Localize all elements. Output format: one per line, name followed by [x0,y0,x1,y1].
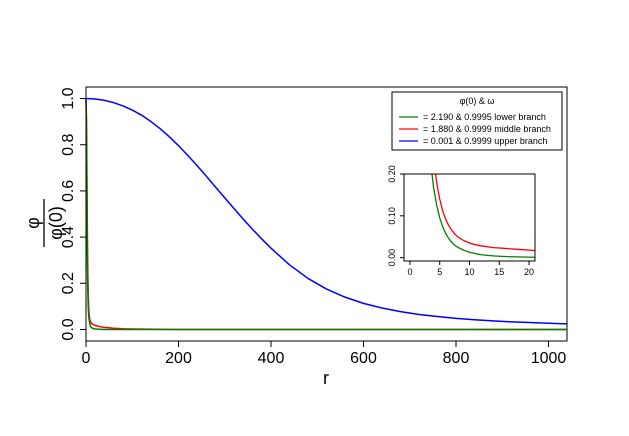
inset-background [404,174,535,261]
inset-y-axis: 0.00 0.10 0.20 [387,165,405,267]
legend-label-upper: = 0.001 & 0.9999 upper branch [423,136,547,146]
legend: φ(0) & ω = 2.190 & 0.9995 lower branch =… [391,91,563,151]
legend-label-lower: = 2.190 & 0.9995 lower branch [423,112,546,122]
main-x-tick-label: 800 [443,350,470,367]
inset-x-tick-label: 15 [494,267,504,277]
main-y-tick-label: 0.0 [60,318,77,340]
main-x-tick-label: 400 [258,350,285,367]
main-y-tick-label: 0.4 [60,226,77,248]
y-axis-label-numerator: φ [23,217,43,229]
main-y-tick-label: 1.0 [60,87,77,109]
main-x-tick-label: 0 [82,350,91,367]
legend-entry-lower: = 2.190 & 0.9995 lower branch [399,112,546,122]
y-axis-label-denominator: φ(0) [46,206,66,240]
inset-series-lower [431,173,536,258]
main-y-tick-label: 0.2 [60,272,77,294]
inset-y-tick-label: 0.10 [387,207,397,225]
x-axis-label: r [323,368,329,388]
main-y-tick-label: 0.8 [60,134,77,156]
inset-x-tick-label: 10 [464,267,474,277]
main-series-lower [85,98,567,331]
inset-series-group [431,173,536,258]
legend-entry-upper: = 0.001 & 0.9999 upper branch [399,136,547,146]
inset-x-tick-label: 20 [524,267,534,277]
inset-x-tick-label: 0 [407,267,412,277]
main-series-group [85,97,568,331]
legend-title: φ(0) & ω [460,96,495,106]
inset-x-axis: 0 5 10 15 20 [407,260,534,277]
inset-plot: 0 5 10 15 20 0.00 0.10 0.20 [387,165,536,277]
main-x-axis: 0 200 400 600 800 1000 [82,340,567,367]
main-y-tick-label: 0.6 [60,180,77,202]
y-axis-label: φ φ(0) [23,199,66,247]
main-y-axis: 0.0 0.2 0.4 0.6 0.8 1.0 [60,87,87,341]
legend-entry-middle: = 1.880 & 0.9999 middle branch [399,124,551,134]
legend-box [391,91,563,151]
main-x-tick-label: 200 [165,350,192,367]
inset-x-tick-label: 5 [437,267,442,277]
inset-y-tick-label: 0.20 [387,165,397,183]
legend-label-middle: = 1.880 & 0.9999 middle branch [423,124,551,134]
main-x-tick-label: 600 [350,350,377,367]
main-x-tick-label: 1000 [531,350,567,367]
inset-series-middle [434,173,536,252]
main-series-upper [85,97,568,325]
main-plot: 0 200 400 600 800 1000 0.00.20.40.60.81.0 r φ… [23,86,568,388]
inset-y-tick-label: 0.00 [387,249,397,267]
